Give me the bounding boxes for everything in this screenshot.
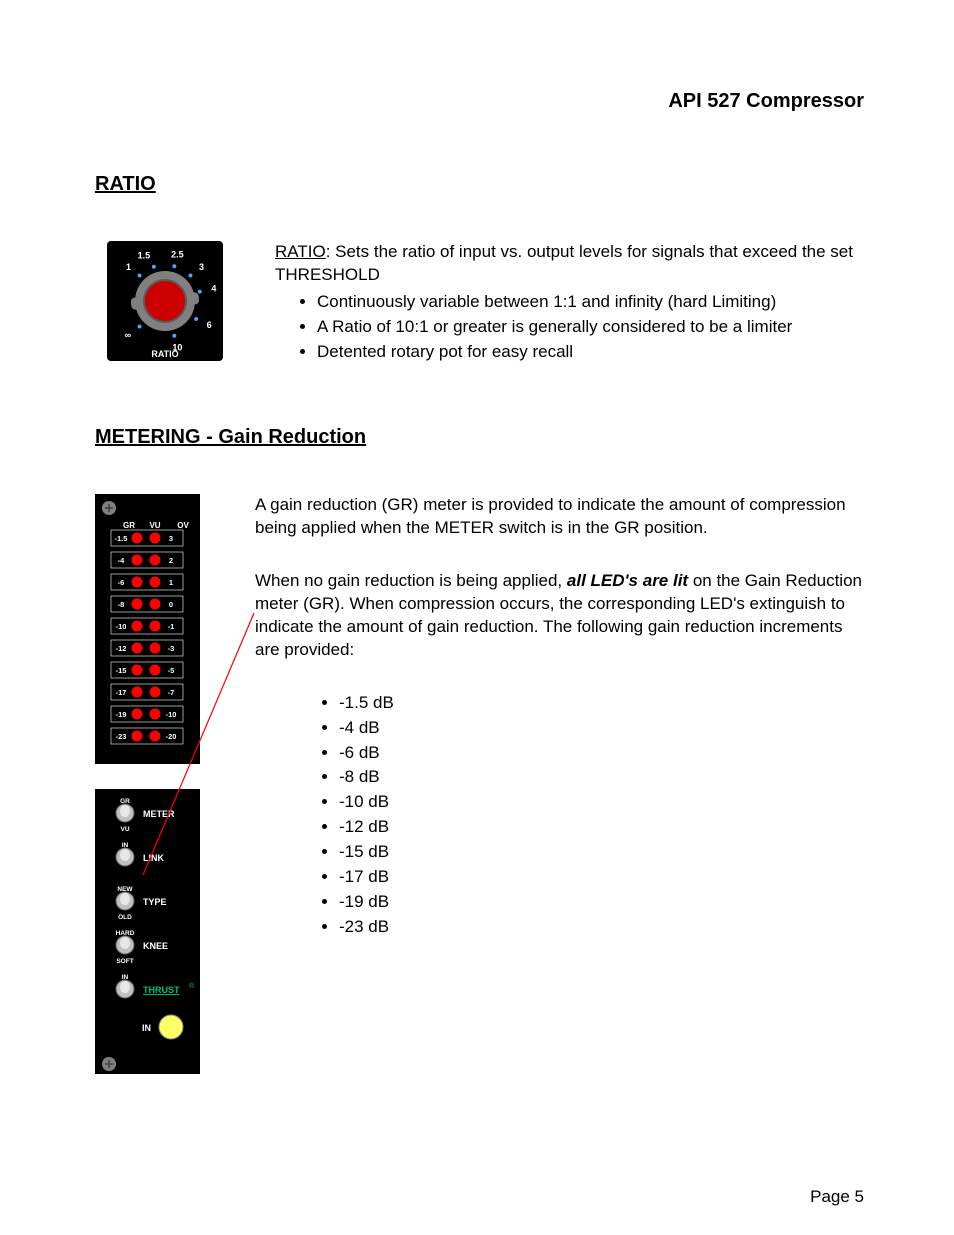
svg-text:®: ® [189, 982, 195, 990]
svg-text:-1.5: -1.5 [115, 534, 128, 543]
svg-text:1.5: 1.5 [138, 250, 151, 260]
list-item: -8 dB [339, 766, 864, 789]
svg-text:-23: -23 [116, 732, 127, 741]
svg-text:METER: METER [143, 809, 175, 819]
svg-text:4: 4 [211, 284, 216, 294]
list-item: A Ratio of 10:1 or greater is generally … [317, 316, 864, 339]
section-metering-heading: METERING - Gain Reduction [95, 426, 864, 449]
svg-text:6: 6 [207, 320, 212, 330]
svg-text:-12: -12 [116, 644, 127, 653]
list-item: -10 dB [339, 791, 864, 814]
svg-text:∞: ∞ [125, 330, 132, 340]
svg-text:VU: VU [149, 521, 160, 530]
svg-text:KNEE: KNEE [143, 941, 168, 951]
svg-text:-7: -7 [168, 688, 175, 697]
svg-text:LINK: LINK [143, 853, 164, 863]
svg-text:-1: -1 [168, 622, 175, 631]
metering-p1: A gain reduction (GR) meter is provided … [255, 494, 864, 540]
list-item: -19 dB [339, 891, 864, 914]
svg-text:-4: -4 [118, 556, 125, 565]
list-item: -23 dB [339, 916, 864, 939]
switch-panel-figure: GRVUMETERINLINKNEWOLDTYPEHARDSOFTKNEEINT… [95, 789, 200, 1074]
svg-text:-15: -15 [116, 666, 127, 675]
list-item: Detented rotary pot for easy recall [317, 341, 864, 364]
svg-text:1: 1 [126, 262, 131, 272]
svg-text:THRUST: THRUST [143, 985, 180, 995]
svg-text:-3: -3 [168, 644, 175, 653]
list-item: -4 dB [339, 717, 864, 740]
metering-p2: When no gain reduction is being applied,… [255, 570, 864, 662]
header-title: API 527 Compressor [95, 90, 864, 113]
list-item: -12 dB [339, 816, 864, 839]
svg-text:1: 1 [169, 578, 173, 587]
svg-text:3: 3 [169, 534, 173, 543]
page-number: Page 5 [810, 1187, 864, 1207]
svg-text:-8: -8 [118, 600, 125, 609]
ratio-knob-figure: 11.52.534610∞RATIO [95, 241, 235, 371]
svg-text:-17: -17 [116, 688, 127, 697]
svg-text:2: 2 [169, 556, 173, 565]
db-list: -1.5 dB-4 dB-6 dB-8 dB-10 dB-12 dB-15 dB… [255, 692, 864, 939]
meter-panel-figure: GR VU OV -1.5 3 -4 2 -6 1 -8 0 -10 -1 -12 -3 -15 -5 -17 -7… [95, 494, 200, 764]
svg-text:VU: VU [120, 826, 129, 833]
svg-text:TYPE: TYPE [143, 897, 167, 907]
svg-text:0: 0 [169, 600, 173, 609]
svg-text:IN: IN [142, 1023, 151, 1033]
svg-text:-20: -20 [166, 732, 177, 741]
svg-text:-19: -19 [116, 710, 127, 719]
svg-text:-6: -6 [118, 578, 125, 587]
svg-text:SOFT: SOFT [116, 958, 133, 965]
list-item: -15 dB [339, 841, 864, 864]
svg-text:OV: OV [177, 521, 189, 530]
svg-text:3: 3 [199, 262, 204, 272]
svg-text:-5: -5 [168, 666, 175, 675]
list-item: Continuously variable between 1:1 and in… [317, 291, 864, 314]
ratio-body: : Sets the ratio of input vs. output lev… [275, 242, 853, 284]
list-item: -17 dB [339, 866, 864, 889]
svg-text:2.5: 2.5 [171, 250, 184, 260]
svg-text:OLD: OLD [118, 914, 132, 921]
svg-text:-10: -10 [116, 622, 127, 631]
ratio-bullets: Continuously variable between 1:1 and in… [275, 291, 864, 364]
list-item: -1.5 dB [339, 692, 864, 715]
svg-text:RATIO: RATIO [151, 349, 178, 359]
list-item: -6 dB [339, 742, 864, 765]
ratio-label: RATIO [275, 242, 326, 261]
svg-text:-10: -10 [166, 710, 177, 719]
section-ratio-heading: RATIO [95, 173, 864, 196]
svg-text:GR: GR [123, 521, 135, 530]
